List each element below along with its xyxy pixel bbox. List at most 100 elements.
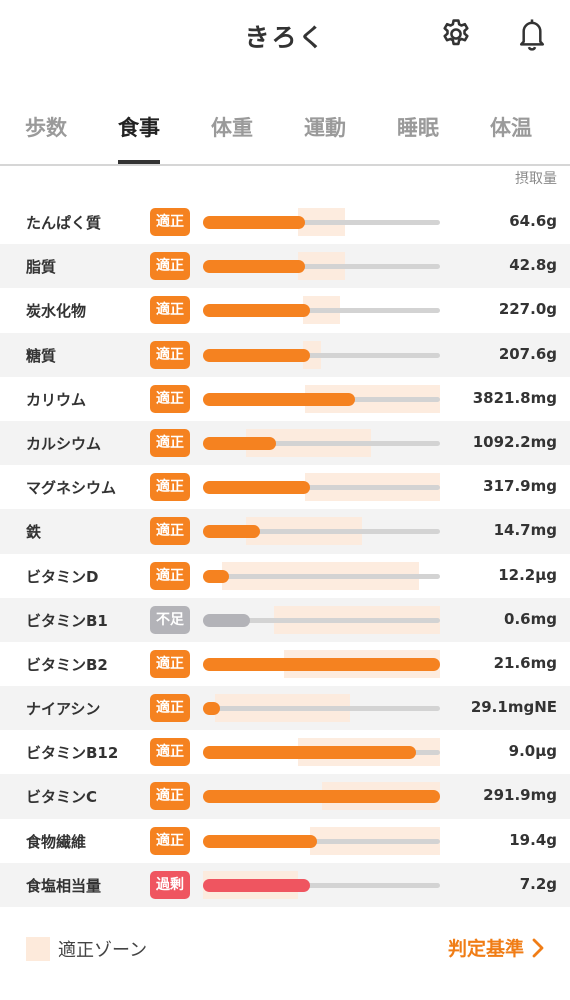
intake-bar — [203, 657, 440, 671]
legend-label: 適正ゾーン — [58, 940, 148, 961]
nutrient-name: 糖質 — [26, 346, 57, 365]
nutrient-name: ビタミンB12 — [26, 744, 119, 763]
intake-bar — [203, 392, 355, 406]
nutrient-name: 脂質 — [26, 258, 57, 277]
intake-amount: 29.1mgNE — [470, 698, 557, 717]
intake-amount: 19.4g — [509, 830, 557, 849]
tab-temperature[interactable]: 体温 — [490, 116, 532, 140]
bar-track — [203, 440, 440, 446]
status-badge: 不足 — [150, 605, 190, 634]
intake-column-header: 摂取量 — [515, 171, 557, 187]
bar-track — [203, 352, 440, 358]
bar-track — [203, 617, 440, 623]
intake-amount: 1092.2mg — [472, 432, 557, 451]
nutrient-row: ビタミンB2 適正 21.6mg — [0, 642, 570, 686]
nutrient-row: 糖質 適正 207.6g — [0, 332, 570, 377]
status-badge: 適正 — [150, 738, 190, 767]
intake-bar — [203, 481, 310, 495]
status-badge: 適正 — [150, 340, 190, 369]
tab-weight[interactable]: 体重 — [211, 116, 253, 140]
intake-bar — [203, 348, 310, 362]
intake-amount: 0.6mg — [504, 609, 557, 628]
criteria-link[interactable]: 判定基準 — [448, 934, 544, 961]
bar-track — [203, 220, 440, 225]
nutrient-row: マグネシウム 適正 317.9mg — [0, 465, 570, 509]
status-badge: 適正 — [150, 428, 190, 457]
nutrient-row: ビタミンD 適正 12.2μg — [0, 554, 570, 598]
nutrient-row: 炭水化物 適正 227.0g — [0, 288, 570, 332]
active-tab-indicator — [118, 160, 160, 164]
nutrient-list: たんぱく質 適正 64.6g 脂質 適正 42.8g 炭水化物 適正 227.0g 糖質 適正 207… — [0, 200, 570, 907]
gear-icon[interactable] — [436, 14, 476, 54]
intake-bar — [203, 436, 277, 450]
intake-bar — [203, 569, 230, 583]
bar-track — [203, 573, 440, 579]
nutrient-name: 炭水化物 — [26, 302, 87, 321]
intake-amount: 21.6mg — [493, 653, 557, 672]
intake-amount: 207.6g — [498, 344, 557, 363]
intake-bar — [203, 746, 417, 760]
intake-bar — [203, 613, 251, 627]
intake-amount: 9.0μg — [508, 742, 557, 761]
nutrient-name: ビタミンD — [26, 567, 99, 586]
bar-track — [203, 308, 440, 314]
bar-track — [203, 882, 440, 888]
bar-track — [203, 264, 440, 270]
intake-bar — [203, 702, 220, 716]
nutrient-name: マグネシウム — [26, 479, 117, 498]
status-badge: 適正 — [150, 694, 190, 723]
nutrient-row: 食塩相当量 過剰 7.2g — [0, 862, 570, 907]
nutrient-row: カルシウム 適正 1092.2mg — [0, 420, 570, 466]
nutrient-name: カリウム — [26, 390, 87, 409]
category-tabs: 歩数 食事 体重 運動 睡眠 体温 — [0, 100, 570, 166]
intake-amount: 64.6g — [509, 212, 557, 230]
nutrient-row: ナイアシン 適正 29.1mgNE — [0, 686, 570, 731]
intake-bar — [203, 260, 305, 274]
intake-bar — [203, 790, 440, 804]
nutrient-name: 鉄 — [26, 523, 42, 542]
nutrient-name: ビタミンC — [26, 788, 98, 807]
intake-amount: 14.7mg — [493, 521, 557, 540]
nutrient-name: 食塩相当量 — [26, 876, 102, 895]
bell-icon[interactable] — [512, 14, 552, 54]
legend: 適正ゾーン — [26, 936, 147, 962]
nutrient-row: 鉄 適正 14.7mg — [0, 509, 570, 554]
status-badge: 適正 — [150, 473, 190, 502]
status-badge: 適正 — [150, 517, 190, 546]
intake-bar — [203, 525, 260, 539]
nutrient-row: ビタミンC 適正 291.9mg — [0, 774, 570, 819]
nutrient-row: 脂質 適正 42.8g — [0, 244, 570, 289]
intake-bar — [203, 878, 310, 892]
nutrient-name: たんぱく質 — [26, 214, 102, 232]
status-badge: 適正 — [150, 252, 190, 281]
intake-amount: 227.0g — [498, 300, 557, 319]
tab-sleep[interactable]: 睡眠 — [397, 116, 439, 140]
tab-exercise[interactable]: 運動 — [304, 116, 346, 140]
status-badge: 適正 — [150, 384, 190, 413]
status-badge: 過剰 — [150, 870, 190, 899]
status-badge: 適正 — [150, 208, 190, 236]
status-badge: 適正 — [150, 826, 190, 855]
nutrient-row: ビタミンB1 不足 0.6mg — [0, 597, 570, 642]
status-badge: 適正 — [150, 296, 190, 325]
intake-bar — [203, 304, 310, 318]
criteria-link-label: 判定基準 — [447, 938, 524, 960]
intake-amount: 7.2g — [519, 874, 557, 893]
nutrient-name: 食物繊維 — [26, 832, 87, 851]
bar-track — [203, 529, 440, 535]
nutrient-row: たんぱく質 適正 64.6g — [0, 200, 570, 244]
legend-swatch — [26, 937, 50, 961]
intake-amount: 291.9mg — [483, 786, 557, 805]
nutrient-name: ナイアシン — [26, 700, 101, 719]
tab-meals[interactable]: 食事 — [118, 116, 160, 140]
intake-amount: 3821.8mg — [472, 388, 557, 407]
intake-bar — [203, 216, 305, 229]
intake-amount: 12.2μg — [498, 565, 557, 584]
page-title: きろく — [244, 23, 326, 52]
chevron-right-icon — [532, 938, 544, 958]
bar-track — [203, 838, 440, 844]
nutrient-row: ビタミンB12 適正 9.0μg — [0, 730, 570, 774]
app-header: きろく — [0, 0, 570, 72]
tab-steps[interactable]: 歩数 — [25, 116, 67, 140]
nutrient-row: カリウム 適正 3821.8mg — [0, 377, 570, 421]
